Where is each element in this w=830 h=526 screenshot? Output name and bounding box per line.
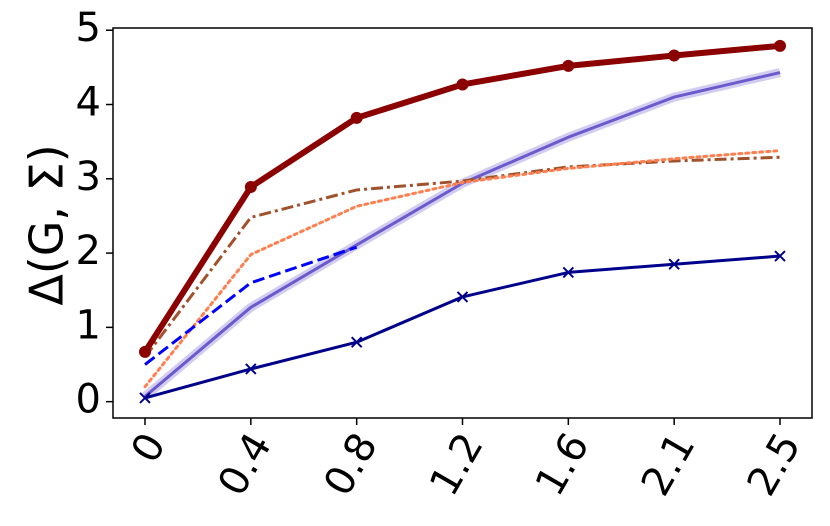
y-tick-label: 3 xyxy=(76,154,101,200)
marker xyxy=(774,250,786,262)
x-tick-label: 2.5 xyxy=(739,426,811,504)
marker xyxy=(350,336,363,348)
y-tick-label: 5 xyxy=(76,5,101,51)
marker xyxy=(244,180,257,193)
marker xyxy=(774,39,786,52)
x-tick-label: 0.8 xyxy=(315,426,387,504)
y-tick-label: 0 xyxy=(76,377,101,423)
marker xyxy=(562,266,575,279)
x-tick-label: 0.4 xyxy=(209,426,281,504)
marker xyxy=(350,111,363,124)
series-line xyxy=(144,71,781,398)
series-line xyxy=(143,155,781,358)
x-tick-label: 0 xyxy=(123,426,176,471)
marker xyxy=(139,392,151,404)
x-tick-label: 2.1 xyxy=(633,426,705,504)
marker xyxy=(668,49,681,62)
y-tick-label: 1 xyxy=(76,302,101,348)
x-tick-label: 1.6 xyxy=(527,426,599,504)
series-band xyxy=(142,68,782,400)
series-line xyxy=(143,149,782,389)
y-tick-label: 4 xyxy=(76,80,101,126)
marker xyxy=(668,258,680,270)
y-axis-label: Δ(G, Σ) xyxy=(20,144,74,305)
y-tick-label: 2 xyxy=(76,228,101,274)
series-line xyxy=(144,254,781,400)
plot-frame xyxy=(112,27,813,419)
marker xyxy=(139,345,151,358)
marker xyxy=(562,59,575,72)
marker xyxy=(245,363,257,375)
x-tick-label: 1.2 xyxy=(421,426,493,504)
marker xyxy=(456,291,469,303)
series-line xyxy=(144,245,358,366)
marker xyxy=(456,78,469,91)
